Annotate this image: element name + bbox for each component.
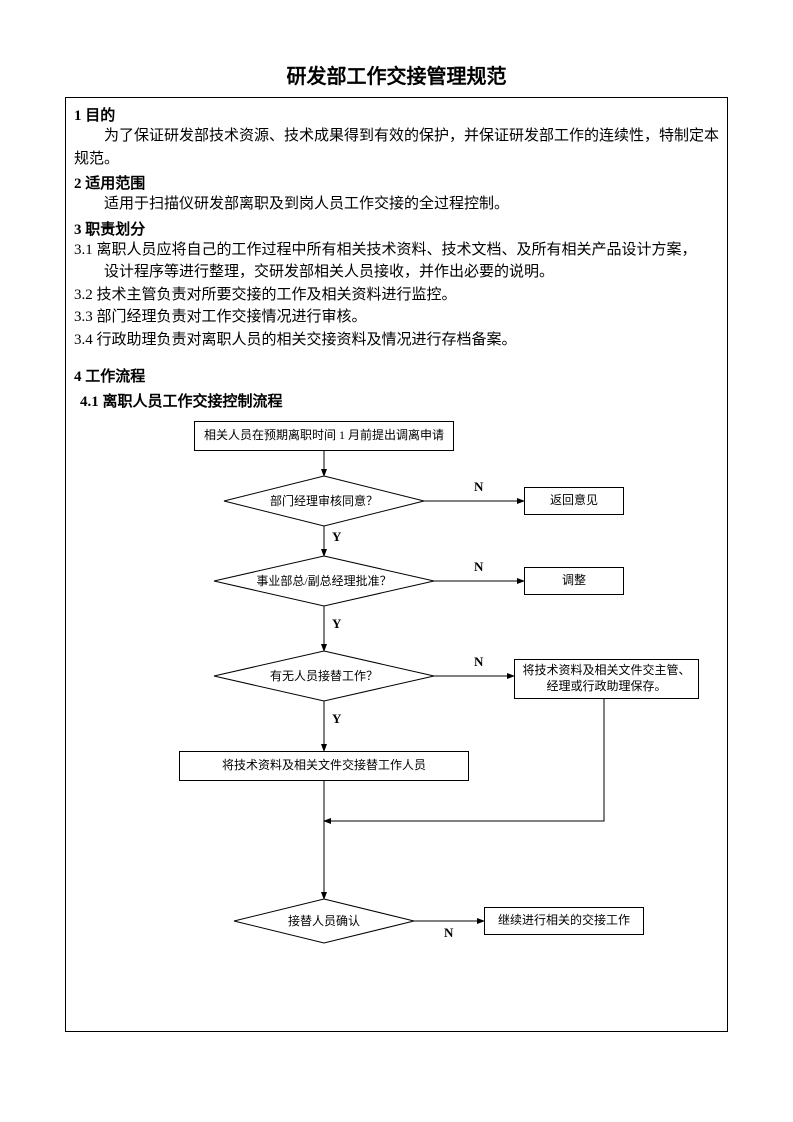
diamond-label: 事业部总/副总经理批准？ [256, 574, 391, 588]
section-2-para: 适用于扫描仪研发部离职及到岗人员工作交接的全过程控制。 [74, 193, 719, 216]
edge-label: N [474, 654, 483, 670]
flow-node-d3: 有无人员接替工作？ [214, 651, 434, 701]
flow-node-n2: 将技术资料及相关文件交接替工作人员 [179, 751, 469, 781]
section-3-3: 3.3 部门经理负责对工作交接情况进行审核。 [74, 306, 719, 329]
edge-label: Y [332, 529, 341, 545]
flow-node-d2: 事业部总/副总经理批准？ [214, 556, 434, 606]
section-3-4: 3.4 行政助理负责对离职人员的相关交接资料及情况进行存档备案。 [74, 329, 719, 352]
flowchart-container: N Y N Y N Y N 相关人员在预期离职时间 1 月前提出调离申请返回意见调整将技术资料… [74, 421, 719, 1021]
section-1-head: 1 目的 [74, 104, 719, 125]
section-3-1a: 3.1 离职人员应将自己的工作过程中所有相关技术资料、技术文档、及所有相关产品设… [74, 239, 719, 262]
diamond-label: 有无人员接替工作？ [270, 669, 378, 683]
diamond-label: 部门经理审核同意？ [270, 494, 378, 508]
edge-label: N [474, 479, 483, 495]
edge-label: Y [332, 616, 341, 632]
section-4-1-head: 4.1 离职人员工作交接控制流程 [80, 390, 719, 411]
flow-node-d4: 接替人员确认 [234, 899, 414, 943]
flow-node-r1: 返回意见 [524, 487, 624, 515]
flow-node-r2: 调整 [524, 567, 624, 595]
section-3-head: 3 职责划分 [74, 218, 719, 239]
flow-node-r4: 继续进行相关的交接工作 [484, 907, 644, 935]
document-title: 研发部工作交接管理规范 [65, 60, 728, 89]
section-3-2: 3.2 技术主管负责对所要交接的工作及相关资料进行监控。 [74, 284, 719, 307]
section-4-head: 4 工作流程 [74, 365, 719, 386]
flow-node-r3: 将技术资料及相关文件交主管、经理或行政助理保存。 [514, 659, 699, 699]
section-2-head: 2 适用范围 [74, 172, 719, 193]
flow-node-d1: 部门经理审核同意？ [224, 476, 424, 526]
edge-label: N [444, 925, 453, 941]
section-1-para: 为了保证研发部技术资源、技术成果得到有效的保护，并保证研发部工作的连续性，特制定… [74, 125, 719, 170]
edge-label: Y [332, 711, 341, 727]
section-3-1b: 设计程序等进行整理，交研发部相关人员接收，并作出必要的说明。 [74, 261, 719, 284]
flow-node-n1: 相关人员在预期离职时间 1 月前提出调离申请 [194, 421, 454, 451]
diamond-label: 接替人员确认 [288, 914, 360, 928]
content-container: 1 目的 为了保证研发部技术资源、技术成果得到有效的保护，并保证研发部工作的连续… [65, 97, 728, 1032]
edge-label: N [474, 559, 483, 575]
